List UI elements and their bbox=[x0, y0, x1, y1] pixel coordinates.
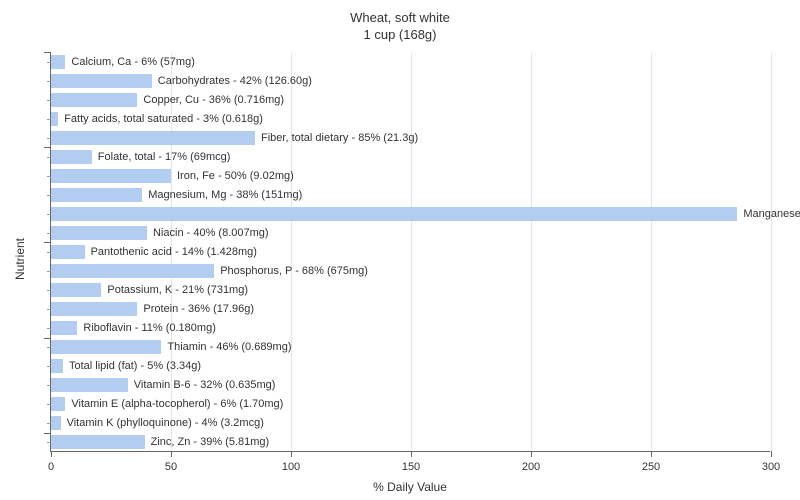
x-tick-label: 150 bbox=[402, 461, 420, 473]
y-tick-minor bbox=[47, 271, 51, 272]
nutrient-label: Vitamin B-6 - 32% (0.635mg) bbox=[134, 379, 276, 391]
nutrient-bar bbox=[51, 169, 171, 183]
nutrient-label: Magnesium, Mg - 38% (151mg) bbox=[148, 189, 302, 201]
gridline bbox=[291, 52, 292, 451]
nutrient-bar bbox=[51, 188, 142, 202]
x-tick-label: 200 bbox=[522, 461, 540, 473]
y-tick-minor bbox=[47, 442, 51, 443]
x-tick-label: 0 bbox=[48, 461, 54, 473]
nutrient-label: Fatty acids, total saturated - 3% (0.618… bbox=[64, 113, 263, 125]
y-tick-minor bbox=[47, 404, 51, 405]
gridline bbox=[771, 52, 772, 451]
x-tick-label: 50 bbox=[165, 461, 177, 473]
nutrient-bar bbox=[51, 359, 63, 373]
chart-title: Wheat, soft white 1 cup (168g) bbox=[0, 0, 800, 44]
y-tick-minor bbox=[47, 347, 51, 348]
x-tick-label: 250 bbox=[642, 461, 660, 473]
nutrient-label: Iron, Fe - 50% (9.02mg) bbox=[177, 170, 294, 182]
nutrient-label: Total lipid (fat) - 5% (3.34g) bbox=[69, 360, 201, 372]
plot-area: 050100150200250300Calcium, Ca - 6% (57mg… bbox=[50, 52, 770, 452]
nutrient-label: Carbohydrates - 42% (126.60g) bbox=[158, 75, 312, 87]
x-tick bbox=[291, 451, 292, 457]
y-tick-minor bbox=[47, 195, 51, 196]
y-tick-minor bbox=[47, 366, 51, 367]
nutrient-bar bbox=[51, 264, 214, 278]
nutrient-bar bbox=[51, 321, 77, 335]
nutrient-bar bbox=[51, 93, 137, 107]
nutrient-bar bbox=[51, 112, 58, 126]
x-tick-label: 300 bbox=[762, 461, 780, 473]
nutrient-label: Vitamin K (phylloquinone) - 4% (3.2mcg) bbox=[67, 417, 264, 429]
nutrient-label: Thiamin - 46% (0.689mg) bbox=[167, 341, 291, 353]
y-tick-minor bbox=[47, 81, 51, 82]
y-tick-major bbox=[44, 147, 51, 148]
nutrient-label: Protein - 36% (17.96g) bbox=[143, 303, 254, 315]
nutrient-bar bbox=[51, 55, 65, 69]
nutrient-bar bbox=[51, 340, 161, 354]
x-tick bbox=[531, 451, 532, 457]
x-tick bbox=[51, 451, 52, 457]
chart-title-line1: Wheat, soft white bbox=[0, 10, 800, 27]
nutrient-label: Phosphorus, P - 68% (675mg) bbox=[220, 265, 368, 277]
nutrient-label: Folate, total - 17% (69mcg) bbox=[98, 151, 231, 163]
nutrient-bar bbox=[51, 226, 147, 240]
nutrient-bar bbox=[51, 302, 137, 316]
y-tick-major bbox=[44, 433, 51, 434]
nutrient-bar bbox=[51, 435, 145, 449]
x-tick bbox=[411, 451, 412, 457]
x-tick bbox=[171, 451, 172, 457]
nutrient-bar bbox=[51, 207, 737, 221]
y-tick-minor bbox=[47, 385, 51, 386]
nutrient-bar bbox=[51, 378, 128, 392]
nutrient-label: Calcium, Ca - 6% (57mg) bbox=[71, 56, 194, 68]
y-tick-minor bbox=[47, 252, 51, 253]
y-tick-minor bbox=[47, 423, 51, 424]
y-tick-minor bbox=[47, 157, 51, 158]
x-axis-title: % Daily Value bbox=[373, 480, 447, 494]
y-tick-major bbox=[44, 52, 51, 53]
y-tick-minor bbox=[47, 290, 51, 291]
y-tick-major bbox=[44, 242, 51, 243]
y-axis-title: Nutrient bbox=[13, 238, 27, 280]
nutrient-bar bbox=[51, 245, 85, 259]
nutrient-bar bbox=[51, 397, 65, 411]
nutrient-label: Manganese, Mn - 286% (5.722mg) bbox=[743, 208, 800, 220]
nutrient-label: Fiber, total dietary - 85% (21.3g) bbox=[261, 132, 418, 144]
nutrient-bar bbox=[51, 74, 152, 88]
chart-title-line2: 1 cup (168g) bbox=[0, 27, 800, 44]
y-tick-minor bbox=[47, 328, 51, 329]
x-tick bbox=[771, 451, 772, 457]
y-tick-minor bbox=[47, 214, 51, 215]
y-tick-minor bbox=[47, 119, 51, 120]
nutrient-label: Potassium, K - 21% (731mg) bbox=[107, 284, 248, 296]
gridline bbox=[531, 52, 532, 451]
gridline bbox=[411, 52, 412, 451]
y-tick-minor bbox=[47, 138, 51, 139]
nutrient-bar bbox=[51, 283, 101, 297]
nutrient-bar bbox=[51, 131, 255, 145]
y-tick-minor bbox=[47, 233, 51, 234]
y-tick-minor bbox=[47, 62, 51, 63]
nutrient-label: Niacin - 40% (8.007mg) bbox=[153, 227, 269, 239]
nutrient-label: Riboflavin - 11% (0.180mg) bbox=[83, 322, 215, 334]
nutrient-label: Pantothenic acid - 14% (1.428mg) bbox=[91, 246, 257, 258]
nutrient-label: Vitamin E (alpha-tocopherol) - 6% (1.70m… bbox=[71, 398, 283, 410]
y-tick-minor bbox=[47, 100, 51, 101]
gridline bbox=[651, 52, 652, 451]
x-tick bbox=[651, 451, 652, 457]
nutrient-bar bbox=[51, 150, 92, 164]
nutrient-label: Copper, Cu - 36% (0.716mg) bbox=[143, 94, 284, 106]
nutrient-label: Zinc, Zn - 39% (5.81mg) bbox=[151, 436, 270, 448]
y-tick-minor bbox=[47, 176, 51, 177]
x-tick-label: 100 bbox=[282, 461, 300, 473]
nutrient-chart: Wheat, soft white 1 cup (168g) 050100150… bbox=[0, 0, 800, 500]
y-tick-major bbox=[44, 338, 51, 339]
y-tick-minor bbox=[47, 309, 51, 310]
nutrient-bar bbox=[51, 416, 61, 430]
